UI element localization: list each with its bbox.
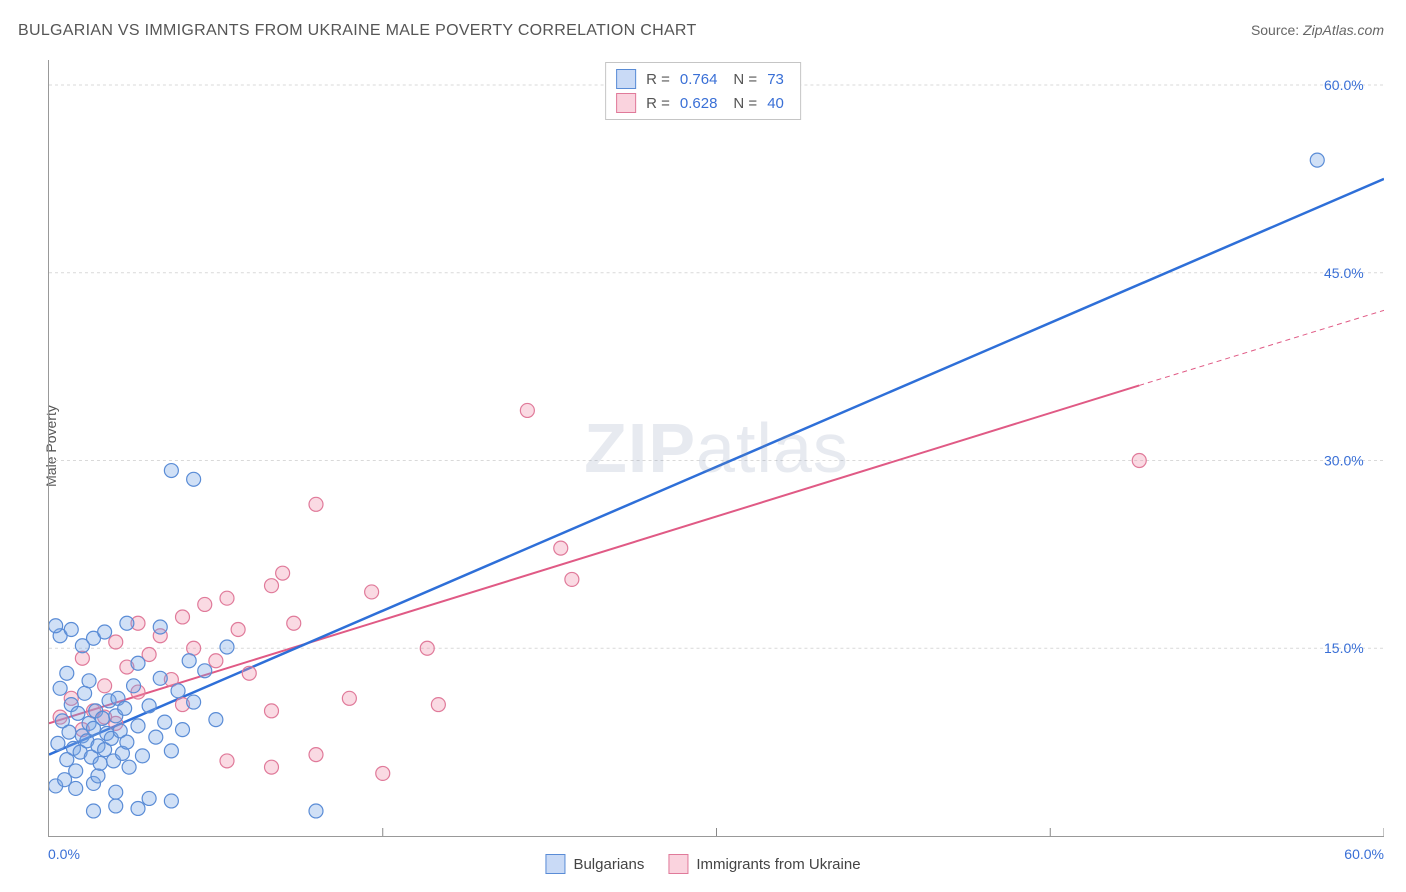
x-axis-min-label: 0.0% [48, 846, 80, 862]
legend-label: Bulgarians [573, 856, 644, 873]
legend-item-ukraine: Immigrants from Ukraine [668, 854, 860, 874]
legend-item-bulgarians: Bulgarians [545, 854, 644, 874]
swatch-pink-icon [616, 93, 636, 113]
chart-title: BULGARIAN VS IMMIGRANTS FROM UKRAINE MAL… [18, 22, 697, 40]
swatch-blue-icon [545, 854, 565, 874]
source-attribution: Source: ZipAtlas.com [1251, 22, 1384, 38]
n-label: N = [733, 71, 757, 88]
correlation-row-blue: R = 0.764 N = 73 [616, 67, 790, 91]
source-label: Source: [1251, 22, 1299, 38]
swatch-pink-icon [668, 854, 688, 874]
r-value-pink: 0.628 [680, 95, 718, 112]
legend-label: Immigrants from Ukraine [696, 856, 860, 873]
n-label: N = [733, 95, 757, 112]
n-value-pink: 40 [767, 95, 784, 112]
source-value: ZipAtlas.com [1303, 22, 1384, 38]
r-label: R = [646, 71, 670, 88]
x-axis-max-label: 60.0% [1344, 846, 1384, 862]
correlation-legend: R = 0.764 N = 73 R = 0.628 N = 40 [605, 62, 801, 120]
chart-svg: 15.0% 30.0% 45.0% 60.0% [49, 60, 1384, 836]
r-value-blue: 0.764 [680, 71, 718, 88]
svg-text:45.0%: 45.0% [1324, 265, 1364, 281]
r-label: R = [646, 95, 670, 112]
n-value-blue: 73 [767, 71, 784, 88]
series-legend: Bulgarians Immigrants from Ukraine [545, 854, 860, 874]
svg-text:15.0%: 15.0% [1324, 640, 1364, 656]
svg-text:30.0%: 30.0% [1324, 453, 1364, 469]
correlation-row-pink: R = 0.628 N = 40 [616, 91, 790, 115]
plot-area: 15.0%30.0%45.0%60.0% ZIPatlas [48, 60, 1384, 837]
svg-text:60.0%: 60.0% [1324, 77, 1364, 93]
swatch-blue-icon [616, 69, 636, 89]
